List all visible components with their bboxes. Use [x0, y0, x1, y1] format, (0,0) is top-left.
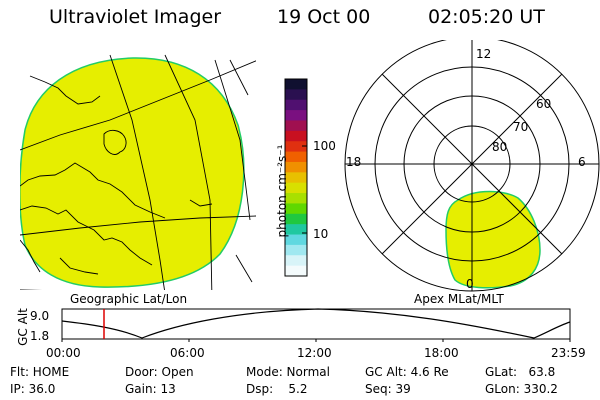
colorbar-swatch — [285, 120, 307, 132]
colorbar-tick-10: 10 — [313, 227, 329, 241]
date-label: 19 Oct 00 — [277, 6, 371, 28]
instrument-title: Ultraviolet Imager — [49, 6, 222, 28]
graticule — [20, 54, 256, 290]
colorbar-swatch — [285, 161, 307, 173]
colorbar-swatch — [285, 224, 307, 236]
lat-label-60: 60 — [536, 97, 552, 111]
info-dsp: Dsp: 5.2 — [246, 382, 308, 396]
info-glon: GLon: 330.2 — [485, 382, 558, 396]
timeline-xtick-0600: 06:00 — [170, 346, 205, 360]
timeline-ytick-min: 1.8 — [30, 329, 50, 343]
colorbar — [284, 78, 308, 277]
info-mode: Mode: Normal — [246, 365, 330, 379]
colorbar-swatch — [285, 99, 307, 111]
timeline-xtick-0000: 00:00 — [46, 346, 81, 360]
colorbar-swatch — [285, 151, 307, 163]
colorbar-swatch — [285, 141, 307, 153]
polar-plot — [344, 40, 600, 292]
colorbar-swatch — [285, 193, 307, 204]
info-gc-alt: GC Alt: 4.6 Re — [365, 365, 449, 379]
right-panel-caption: Apex MLat/MLT — [414, 292, 504, 306]
colorbar-label: photon cm⁻²s⁻¹ — [275, 144, 289, 238]
timeline-xtick-1800: 18:00 — [424, 346, 459, 360]
info-glat: GLat: 63.8 — [485, 365, 556, 379]
colorbar-swatch — [285, 130, 307, 142]
mlt-label-18: 18 — [346, 155, 362, 169]
colorbar-swatch — [285, 110, 307, 121]
info-gain: Gain: 13 — [125, 382, 176, 396]
colorbar-swatch — [285, 89, 307, 101]
island-outline — [103, 129, 127, 155]
auroral-image-disk — [20, 57, 245, 288]
colorbar-swatch — [285, 234, 307, 246]
lat-label-70: 70 — [513, 120, 529, 134]
altitude-timeline — [61, 308, 571, 342]
timeline-xtick-1200: 12:00 — [297, 346, 332, 360]
colorbar-tick-100: 100 — [313, 139, 336, 153]
colorbar-swatch — [285, 172, 307, 184]
mlt-label-12: 12 — [476, 47, 492, 61]
mlt-label-0: 0 — [466, 277, 474, 291]
info-seq: Seq: 39 — [365, 382, 411, 396]
colorbar-swatch — [285, 244, 307, 256]
graticule-edge — [229, 59, 253, 283]
altitude-curve — [61, 308, 571, 339]
timeline-ylabel: GC Alt — [16, 308, 30, 346]
timeline-xtick-2359: 23:59 — [551, 346, 586, 360]
colorbar-swatch — [285, 203, 307, 215]
info-door: Door: Open — [125, 365, 194, 379]
mlt-label-6: 6 — [578, 155, 586, 169]
time-label: 02:05:20 UT — [428, 6, 545, 28]
geographic-map — [20, 54, 256, 290]
info-flight: Flt: HOME — [10, 365, 70, 379]
colorbar-swatch — [285, 182, 307, 194]
colorbar-swatch — [285, 265, 307, 277]
coastline — [20, 75, 213, 275]
colorbar-swatch — [285, 255, 307, 267]
left-panel-caption: Geographic Lat/Lon — [70, 292, 188, 306]
lat-label-80: 80 — [492, 140, 508, 154]
timeline-ytick-max: 9.0 — [30, 309, 50, 323]
info-ip: IP: 36.0 — [10, 382, 56, 396]
colorbar-swatch — [285, 79, 307, 90]
colorbar-swatch — [285, 213, 307, 225]
